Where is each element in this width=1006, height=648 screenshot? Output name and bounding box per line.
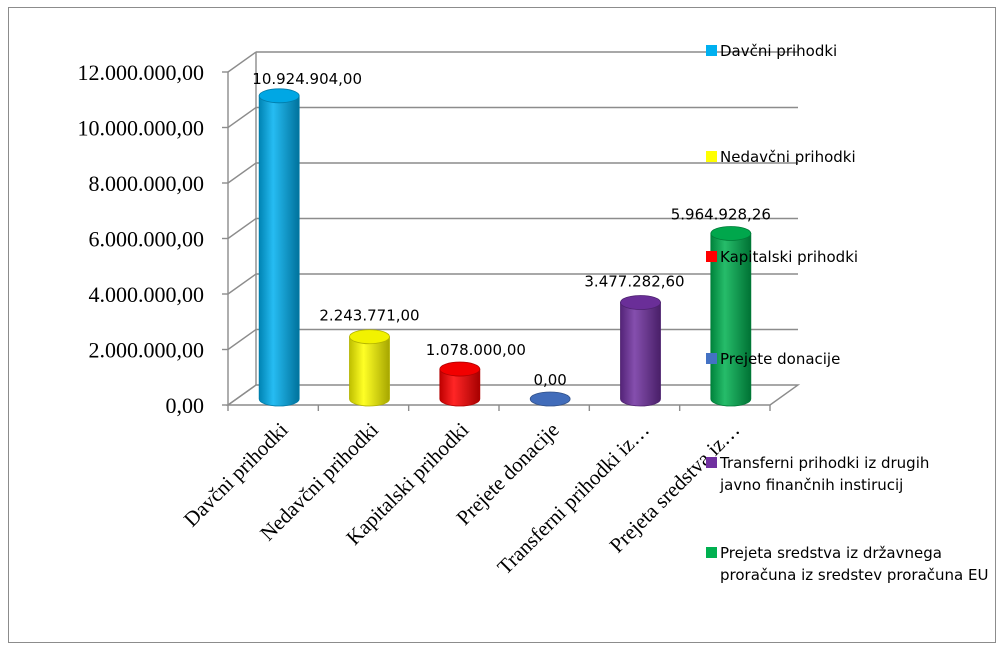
legend-item: Davčni prihodki xyxy=(706,40,990,62)
legend-label: Kapitalski prihodki xyxy=(720,248,859,266)
legend-swatch xyxy=(706,353,717,364)
legend-label: Transferni prihodki iz drugih javno fina… xyxy=(720,454,930,494)
legend-item: Transferni prihodki iz drugih javno fina… xyxy=(706,452,950,496)
data-label: 3.477.282,60 xyxy=(584,273,684,291)
legend-item: Kapitalski prihodki xyxy=(706,246,990,268)
gridline-diagonal xyxy=(227,51,257,73)
bar-body xyxy=(439,368,481,407)
bar-body xyxy=(349,336,390,407)
bar xyxy=(710,226,752,407)
bar-body xyxy=(258,95,300,407)
legend-swatch xyxy=(706,251,717,262)
y-tick-label: 0,00 xyxy=(166,393,205,418)
bar xyxy=(529,391,571,407)
gridline-diagonal xyxy=(227,273,257,295)
gridline-diagonal xyxy=(227,162,257,184)
x-tick-label: Transferni prihodki iz… xyxy=(492,418,654,580)
data-label: 1.078.000,00 xyxy=(426,341,526,359)
y-tick-label: 6.000.000,00 xyxy=(89,227,205,252)
bar xyxy=(258,88,300,407)
legend-item: Prejete donacije xyxy=(706,348,990,370)
bar-body xyxy=(710,233,752,407)
data-label: 10.924.904,00 xyxy=(252,70,362,88)
legend-item: Nedavčni prihodki xyxy=(706,146,990,168)
legend-label: Prejeta sredstva iz državnega proračuna … xyxy=(720,544,989,584)
legend-label: Prejete donacije xyxy=(720,350,841,368)
gridline-diagonal xyxy=(227,328,257,351)
bar-top xyxy=(349,329,390,345)
bar-body xyxy=(620,302,661,407)
y-tick-label: 4.000.000,00 xyxy=(89,282,205,307)
legend-swatch xyxy=(706,151,717,162)
legend-item: Prejeta sredstva iz državnega proračuna … xyxy=(706,542,990,586)
legend-swatch xyxy=(706,547,717,558)
y-tick-label: 8.000.000,00 xyxy=(89,171,205,196)
data-label: 5.964.928,26 xyxy=(671,205,771,223)
chart-legend: Davčni prihodki Nedavčni prihodki Kapita… xyxy=(706,40,996,640)
bar-top xyxy=(439,361,481,377)
data-label: 2.243.771,00 xyxy=(319,307,419,325)
legend-label: Davčni prihodki xyxy=(720,42,838,60)
gridline-diagonal xyxy=(227,106,257,129)
bar xyxy=(620,295,661,407)
bar-top xyxy=(529,391,571,407)
gridline-diagonal xyxy=(227,217,257,240)
bar xyxy=(439,361,481,407)
y-tick-label: 10.000.000,00 xyxy=(78,116,205,141)
y-tick-label: 2.000.000,00 xyxy=(89,338,205,363)
bar-top xyxy=(258,88,300,104)
y-tick-label: 12.000.000,00 xyxy=(78,60,205,85)
bar-top xyxy=(620,295,661,310)
legend-swatch xyxy=(706,457,717,468)
legend-swatch xyxy=(706,45,717,56)
data-label: 0,00 xyxy=(533,371,566,389)
bar-top xyxy=(710,226,752,241)
bar xyxy=(349,329,390,407)
chart-frame xyxy=(8,7,996,643)
legend-label: Nedavčni prihodki xyxy=(720,148,856,166)
